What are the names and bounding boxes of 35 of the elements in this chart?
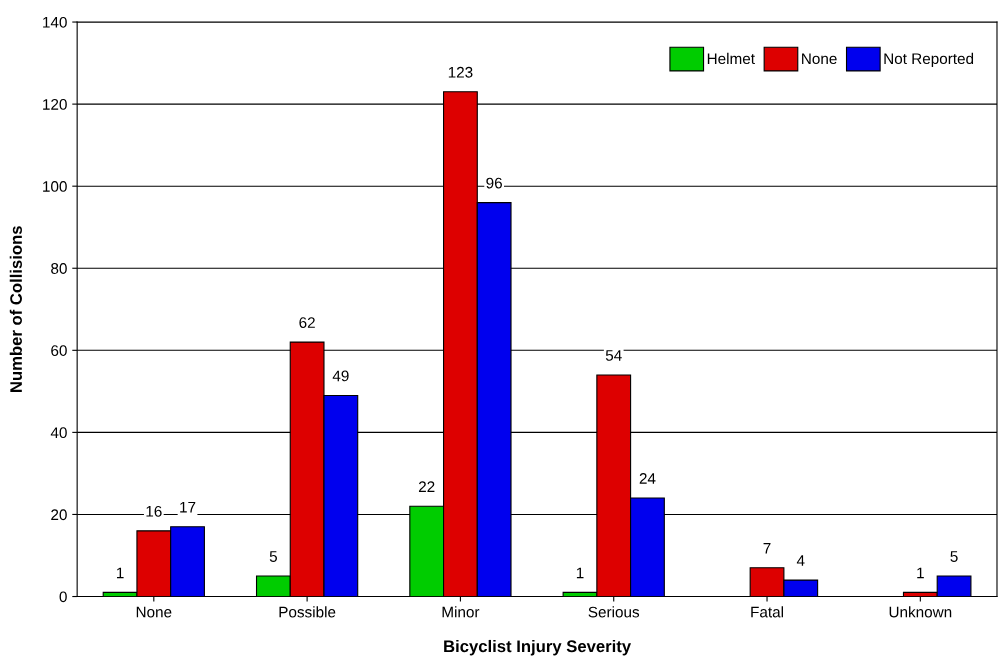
y-tick-label: 80 [51,263,67,274]
y-tick-label: 140 [43,16,67,28]
x-tick-label: None [136,606,172,618]
legend-label: Helmet [707,52,755,65]
y-tick-label: 100 [43,181,67,192]
legend-label: None [802,53,837,65]
x-axis-title: Bicyclist Injury Severity [444,639,632,656]
data-label: 62 [299,317,315,328]
x-tick-label: Fatal [751,606,783,618]
x-tick-label: Minor [442,606,480,618]
data-label: 123 [448,66,473,78]
data-label: 96 [486,177,502,189]
y-tick-label: 120 [43,98,67,110]
data-label: 16 [146,505,162,517]
x-tick-label: Possible [279,606,336,618]
data-label: 49 [332,370,349,382]
data-label: 7 [763,543,771,554]
y-tick-label: 20 [51,509,67,521]
y-tick-label: 0 [59,591,67,603]
y-tick-label: 60 [51,345,67,356]
data-label: 1 [576,567,584,579]
data-label: 54 [605,350,622,361]
y-tick-label: 40 [50,427,67,439]
data-label: 24 [639,473,656,484]
data-label: 4 [796,555,805,566]
data-label: 22 [418,481,435,492]
data-label: 1 [117,567,124,579]
x-tick-label: Unknown [889,606,952,618]
legend-label: Not Reported [884,52,974,68]
x-tick-label: Serious [588,606,640,618]
data-label: 1 [917,567,924,579]
data-label: 5 [950,551,958,562]
data-label: 17 [180,501,196,513]
y-axis-title: Number of Collisions [9,226,22,392]
data-label: 5 [269,551,277,562]
